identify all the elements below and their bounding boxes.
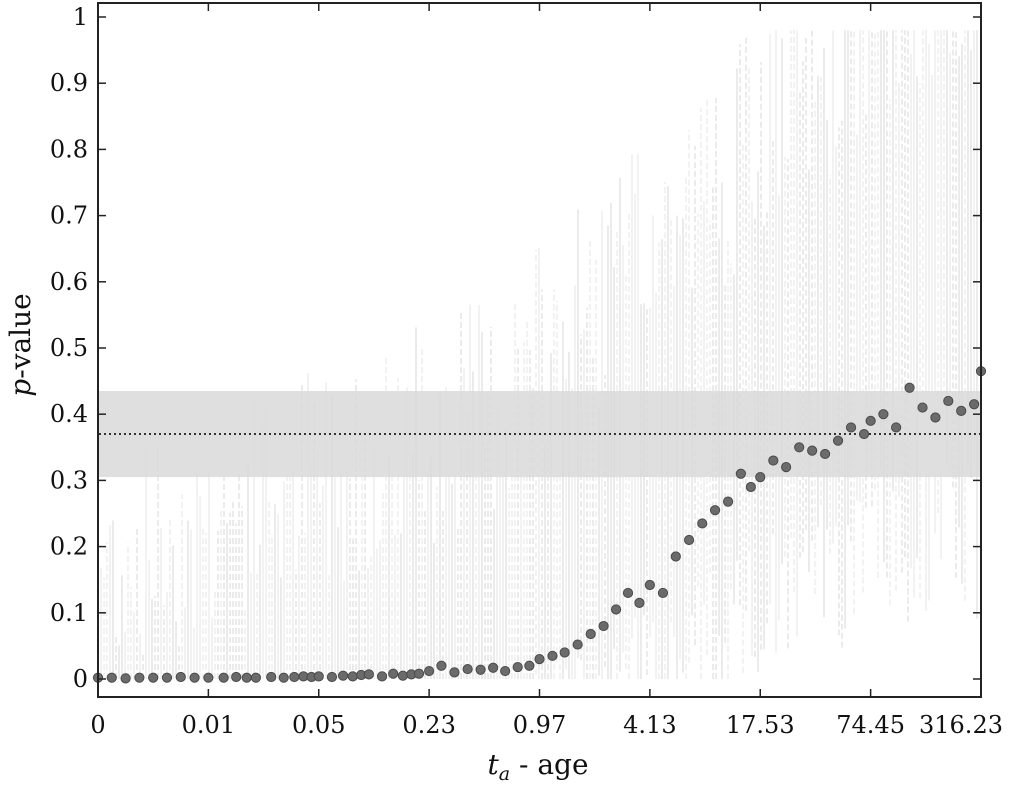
data-point — [120, 673, 131, 684]
data-point — [891, 422, 902, 433]
data-point — [878, 409, 889, 420]
data-point — [500, 665, 511, 677]
data-point — [832, 435, 844, 446]
data-point — [388, 668, 399, 679]
data-point — [462, 663, 473, 675]
data-point — [807, 445, 818, 456]
data-point — [709, 505, 721, 516]
data-point — [524, 660, 535, 671]
data-points — [92, 366, 987, 684]
data-point — [436, 660, 447, 671]
data-point — [475, 664, 486, 675]
y-tick-label: 0.6 — [50, 268, 88, 296]
y-tick-label: 1 — [73, 3, 88, 31]
axis-ticks: 0 0.1 0.2 0.3 0.4 0.5 0.6 0.7 0.8 0.9 1 0 0.01 0.05 0.… — [50, 3, 1003, 739]
y-tick-label: 0.8 — [50, 135, 88, 163]
data-point — [735, 468, 746, 479]
data-point — [337, 670, 349, 681]
x-tick-label: 0.05 — [292, 711, 345, 739]
data-point — [622, 587, 634, 599]
data-point — [745, 481, 756, 493]
data-point — [845, 422, 857, 433]
x-tick-label: 17.53 — [726, 711, 795, 739]
data-point — [670, 551, 681, 562]
data-point — [512, 661, 523, 673]
data-point — [134, 672, 145, 683]
data-point — [657, 587, 669, 599]
data-point — [858, 428, 870, 440]
data-point — [572, 639, 583, 650]
data-point — [363, 669, 374, 680]
x-axis-label: ta - age — [487, 748, 588, 785]
data-point — [189, 672, 200, 683]
data-point — [865, 415, 876, 426]
data-point — [722, 496, 734, 507]
data-point — [683, 534, 695, 546]
data-point — [781, 462, 792, 473]
data-point — [644, 579, 655, 591]
y-tick-label: 0 — [73, 665, 88, 693]
data-point — [697, 518, 708, 529]
data-point — [819, 448, 831, 460]
data-point — [266, 671, 277, 683]
data-point — [768, 455, 779, 466]
x-tick-label: 74.45 — [836, 711, 905, 739]
data-point — [930, 412, 941, 423]
data-point — [547, 650, 558, 661]
data-point — [397, 670, 408, 681]
data-point — [278, 672, 289, 683]
y-tick-label: 0.2 — [50, 533, 88, 561]
y-tick-label: 0.1 — [50, 599, 88, 627]
x-tick-label: 0.23 — [402, 711, 455, 739]
data-point — [559, 647, 570, 658]
data-point — [175, 671, 186, 683]
data-point — [161, 672, 173, 683]
data-point — [755, 471, 766, 483]
data-point — [148, 672, 159, 683]
y-tick-label: 0.3 — [50, 466, 88, 494]
y-axis-label: p-value — [4, 293, 37, 396]
data-point — [449, 667, 460, 678]
x-tick-label: 0.01 — [182, 711, 235, 739]
data-point — [250, 672, 262, 683]
data-point — [969, 399, 980, 410]
data-point — [904, 382, 915, 393]
data-point — [424, 665, 435, 677]
x-tick-label: 4.13 — [623, 711, 676, 739]
data-point — [231, 671, 242, 683]
data-point — [534, 654, 545, 665]
data-point — [585, 628, 596, 640]
data-point — [488, 662, 499, 673]
data-point — [241, 672, 252, 683]
data-point — [794, 442, 805, 453]
data-point — [106, 672, 117, 683]
y-tick-label: 0.4 — [50, 400, 88, 428]
y-tick-label: 0.5 — [50, 334, 88, 362]
data-point — [598, 620, 609, 632]
data-point — [218, 672, 229, 683]
data-point — [956, 405, 967, 416]
x-tick-label: 0.97 — [513, 711, 566, 739]
y-tick-label: 0.7 — [50, 202, 88, 230]
data-point — [943, 395, 954, 407]
data-point — [313, 671, 324, 682]
data-point — [917, 402, 928, 413]
x-tick-label: 0 — [90, 711, 105, 739]
data-point — [326, 671, 338, 683]
x-tick-label: 316.23 — [919, 711, 1003, 739]
data-point — [413, 668, 425, 679]
data-point — [289, 671, 300, 683]
data-point — [347, 671, 358, 682]
data-point — [376, 671, 388, 682]
data-point — [634, 597, 645, 608]
data-point — [203, 672, 214, 683]
data-point — [610, 604, 622, 615]
spread-ranges — [100, 30, 978, 679]
y-tick-label: 0.9 — [50, 69, 88, 97]
